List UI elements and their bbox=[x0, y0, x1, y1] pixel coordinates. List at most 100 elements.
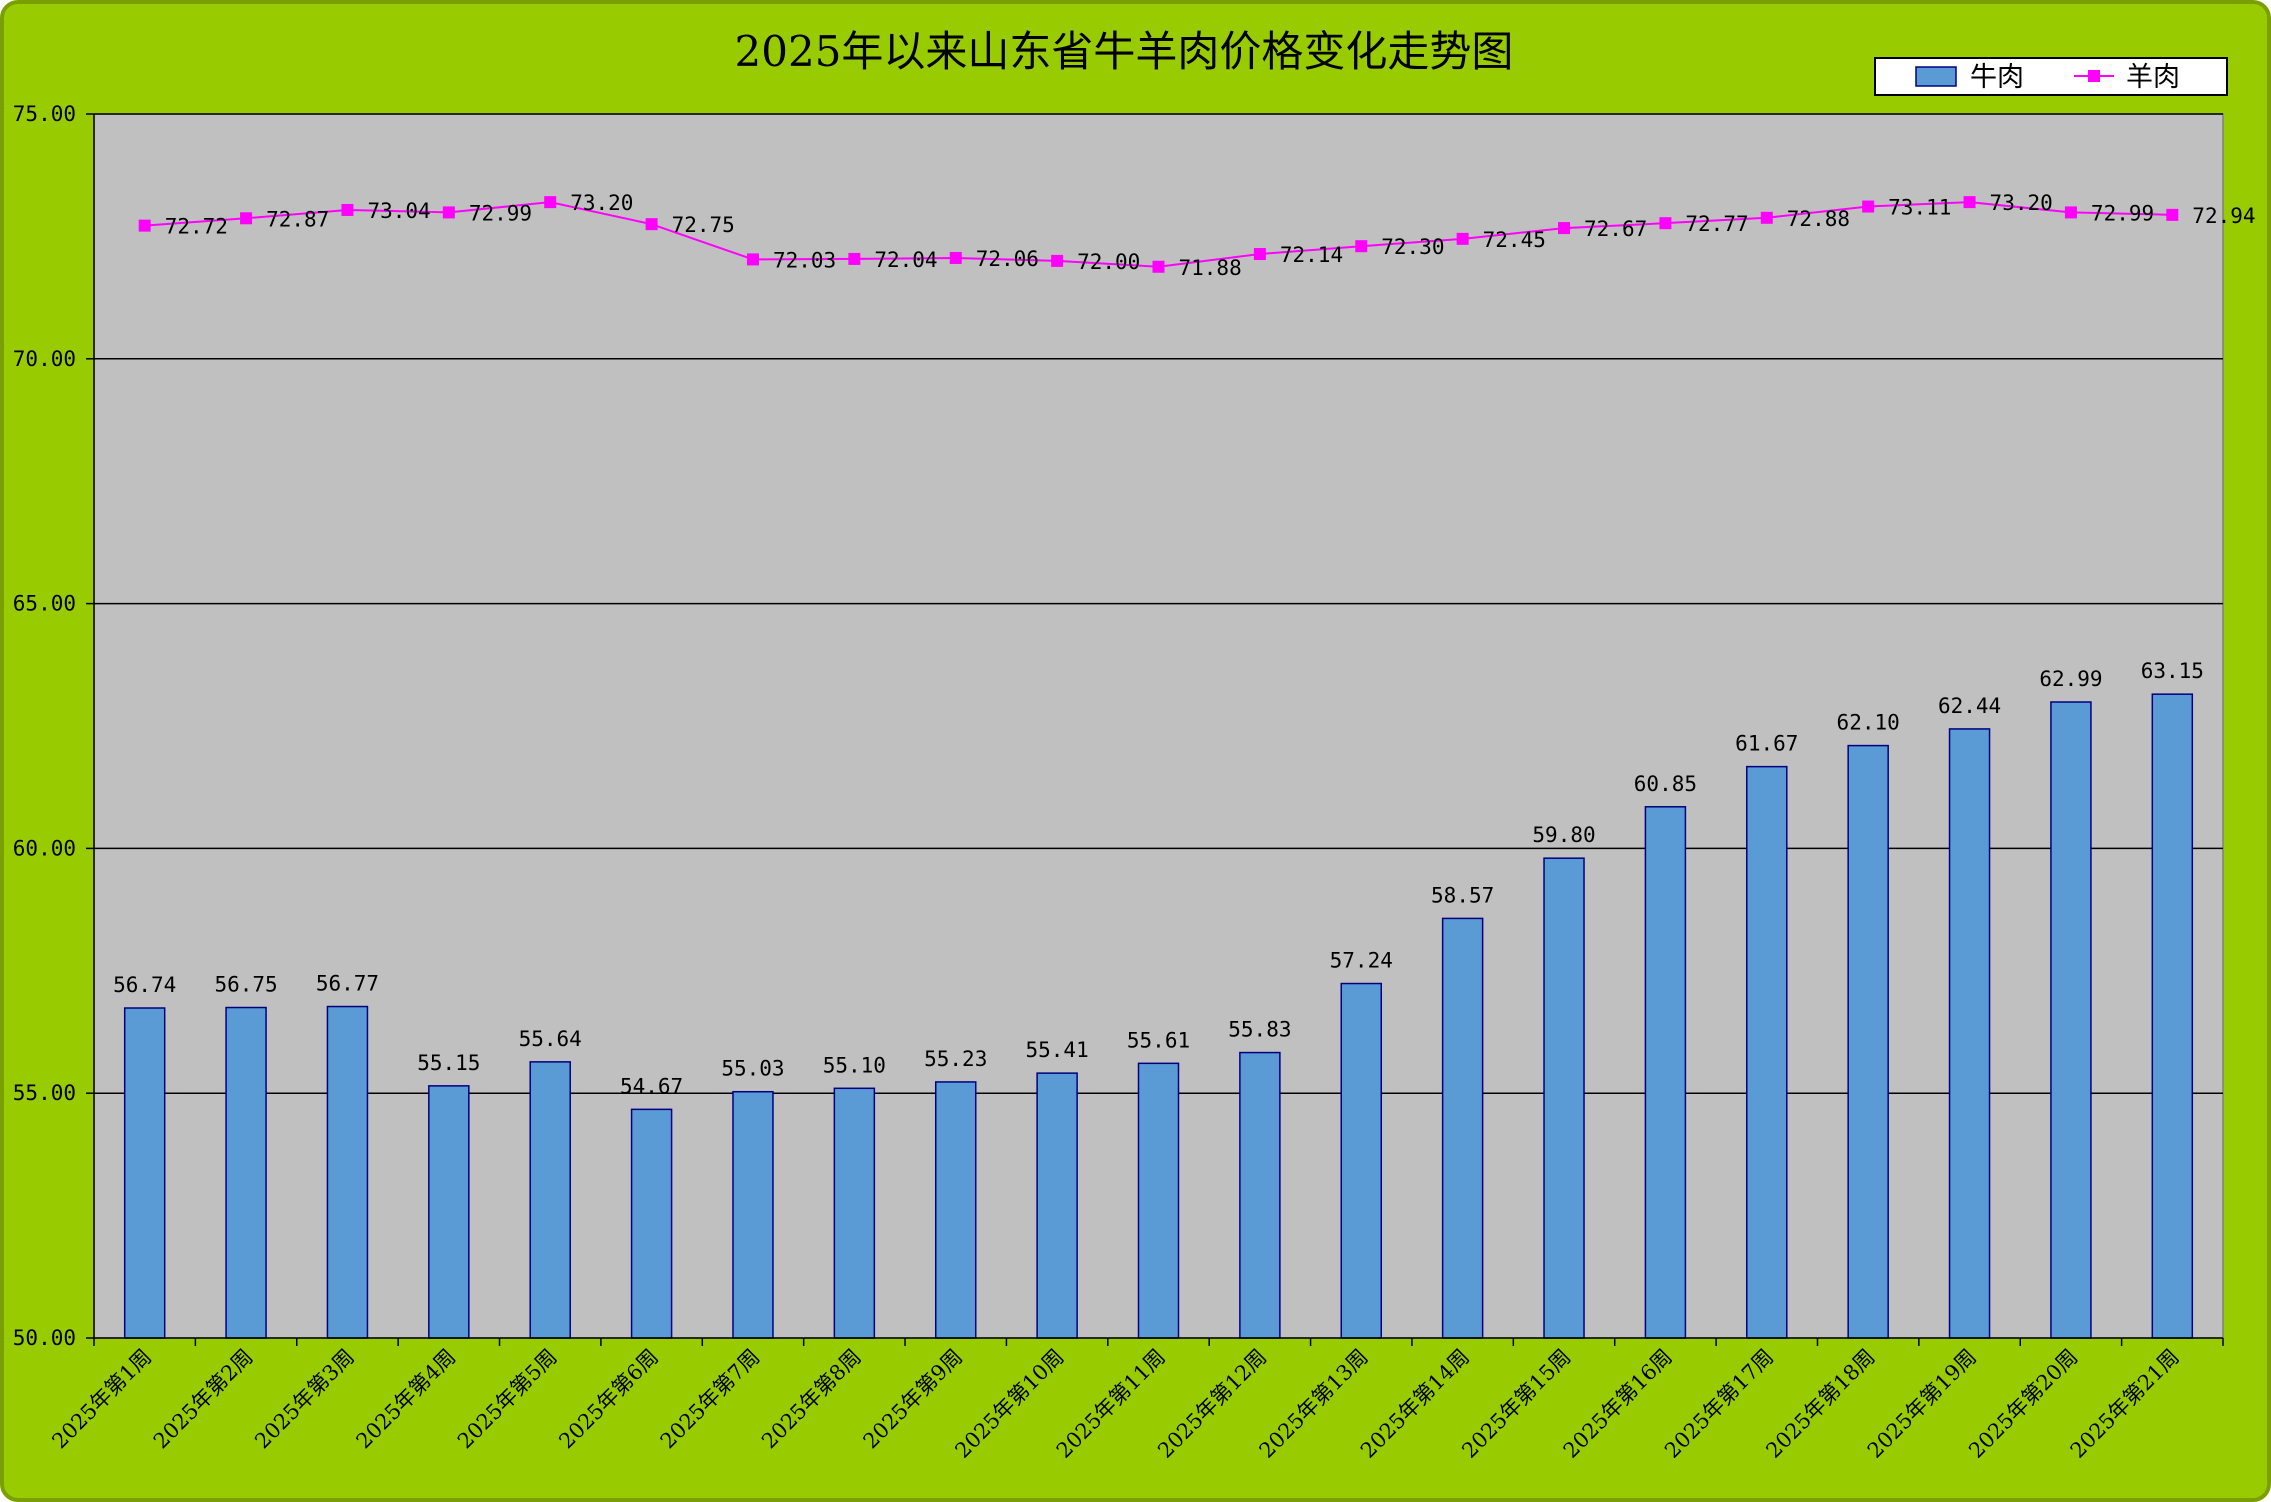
line-value-label: 72.94 bbox=[2192, 204, 2255, 228]
bar bbox=[2050, 701, 2092, 1339]
x-category-label: 2025年第7周 bbox=[656, 1345, 765, 1454]
bar-value-label: 58.57 bbox=[1431, 883, 1494, 907]
x-category-label: 2025年第18周 bbox=[1761, 1345, 1879, 1463]
chart-svg: 2025年以来山东省牛羊肉价格变化走势图 50.00 55.00 60.00 65.0… bbox=[13, 27, 2256, 1463]
bar bbox=[225, 1006, 267, 1339]
x-category-label: 2025年第4周 bbox=[352, 1345, 461, 1454]
bar bbox=[1036, 1072, 1078, 1339]
x-category-label: 2025年第13周 bbox=[1255, 1345, 1373, 1463]
line-value-label: 73.20 bbox=[570, 191, 633, 215]
line-value-label: 72.03 bbox=[773, 248, 836, 272]
line-marker bbox=[1152, 260, 1165, 273]
bar bbox=[1543, 857, 1585, 1339]
line-marker bbox=[138, 219, 151, 232]
y-tick-label: 50.00 bbox=[13, 1326, 76, 1350]
x-category-label: 2025年第5周 bbox=[453, 1345, 562, 1454]
line-value-label: 73.04 bbox=[367, 199, 430, 223]
legend-swatch-beef bbox=[1915, 66, 1957, 87]
bar bbox=[1847, 744, 1889, 1339]
legend: 牛肉 羊肉 bbox=[1874, 57, 2228, 96]
line-marker bbox=[240, 212, 253, 225]
x-category-label: 2025年第15周 bbox=[1457, 1345, 1575, 1463]
bar-value-label: 55.41 bbox=[1026, 1038, 1089, 1062]
y-tick-label: 65.00 bbox=[13, 592, 76, 616]
bar bbox=[1340, 982, 1383, 1339]
y-tick-label: 70.00 bbox=[13, 347, 76, 371]
bar bbox=[1746, 765, 1788, 1339]
line-value-label: 72.75 bbox=[672, 213, 735, 237]
x-category-label: 2025年第11周 bbox=[1052, 1345, 1170, 1463]
legend-label-beef: 牛肉 bbox=[1970, 62, 2024, 93]
bar bbox=[1644, 806, 1687, 1339]
line-marker bbox=[746, 253, 759, 266]
bar-value-label: 56.75 bbox=[214, 973, 277, 997]
bar-value-label: 63.15 bbox=[2141, 659, 2204, 683]
line-marker bbox=[341, 203, 354, 216]
legend-label-mutton: 羊肉 bbox=[2126, 62, 2180, 93]
line-series bbox=[138, 196, 2179, 273]
bar-value-label: 56.77 bbox=[316, 972, 379, 996]
line-marker bbox=[848, 252, 861, 265]
line-value-label: 72.06 bbox=[976, 247, 1039, 271]
bar-series bbox=[123, 693, 2194, 1339]
bar-value-label: 62.99 bbox=[2039, 667, 2102, 691]
line-value-label: 72.99 bbox=[469, 201, 532, 225]
bar-value-label: 56.74 bbox=[113, 973, 176, 997]
line-marker bbox=[1862, 200, 1875, 213]
x-category-label: 2025年第10周 bbox=[950, 1345, 1068, 1463]
x-category-label: 2025年第12周 bbox=[1153, 1345, 1271, 1463]
bar bbox=[123, 1007, 166, 1339]
bar-value-labels: 56.74 56.75 56.77 55.15 55.64 54.67 55.03 55.10… bbox=[113, 659, 2204, 1098]
line-value-label: 72.00 bbox=[1077, 250, 1140, 274]
x-category-label: 2025年第21周 bbox=[2066, 1345, 2184, 1463]
line-marker bbox=[1355, 240, 1368, 253]
line-value-labels: 72.72 72.87 73.04 72.99 73.20 72.75 72.03 72.04… bbox=[165, 191, 2256, 280]
line-value-label: 72.45 bbox=[1483, 228, 1546, 252]
legend-swatch-mutton-marker bbox=[2088, 70, 2100, 82]
x-category-label: 2025年第2周 bbox=[149, 1345, 258, 1454]
line-marker bbox=[1456, 232, 1469, 245]
line-value-label: 72.14 bbox=[1280, 243, 1343, 267]
bar bbox=[833, 1087, 876, 1339]
x-category-label: 2025年第8周 bbox=[757, 1345, 866, 1454]
bar bbox=[2151, 693, 2194, 1339]
bar-value-label: 59.80 bbox=[1532, 823, 1595, 847]
chart-title: 2025年以来山东省牛羊肉价格变化走势图 bbox=[735, 27, 1514, 76]
line-value-label: 72.99 bbox=[2091, 201, 2154, 225]
x-category-label: 2025年第19周 bbox=[1863, 1345, 1981, 1463]
x-category-label: 2025年第3周 bbox=[250, 1345, 359, 1454]
line-value-label: 72.30 bbox=[1381, 235, 1444, 259]
line-value-label: 72.88 bbox=[1787, 207, 1850, 231]
bar-value-label: 55.15 bbox=[417, 1051, 480, 1075]
bar-value-label: 60.85 bbox=[1634, 772, 1697, 796]
line-marker bbox=[1558, 222, 1571, 235]
line-value-label: 72.72 bbox=[165, 215, 228, 239]
x-category-label: 2025年第16周 bbox=[1559, 1345, 1677, 1463]
bar-value-label: 55.10 bbox=[823, 1053, 886, 1077]
line-marker bbox=[442, 206, 455, 219]
bar-value-label: 55.61 bbox=[1127, 1028, 1190, 1052]
bar-value-label: 55.64 bbox=[519, 1027, 582, 1051]
bar-value-label: 61.67 bbox=[1735, 732, 1798, 756]
line-marker bbox=[544, 196, 557, 209]
bar bbox=[428, 1085, 470, 1339]
line-marker bbox=[1051, 254, 1064, 267]
y-tick-label: 55.00 bbox=[13, 1081, 76, 1105]
bar-value-label: 54.67 bbox=[620, 1074, 683, 1098]
line-value-label: 71.88 bbox=[1179, 256, 1242, 280]
bar-value-label: 62.44 bbox=[1938, 694, 2001, 718]
bar bbox=[1441, 917, 1484, 1339]
bar-value-label: 55.83 bbox=[1228, 1018, 1291, 1042]
bar bbox=[934, 1081, 977, 1339]
x-category-label: 2025年第6周 bbox=[554, 1345, 663, 1454]
line-value-label: 72.87 bbox=[266, 207, 329, 231]
line-value-label: 72.77 bbox=[1685, 212, 1748, 236]
line-marker bbox=[1963, 196, 1976, 209]
x-category-label: 2025年第17周 bbox=[1660, 1345, 1778, 1463]
x-category-label: 2025年第20周 bbox=[1964, 1345, 2082, 1463]
line-value-label: 73.20 bbox=[1990, 191, 2053, 215]
bar-value-label: 57.24 bbox=[1330, 949, 1393, 973]
bar bbox=[1239, 1051, 1281, 1339]
line-marker bbox=[2064, 206, 2077, 219]
